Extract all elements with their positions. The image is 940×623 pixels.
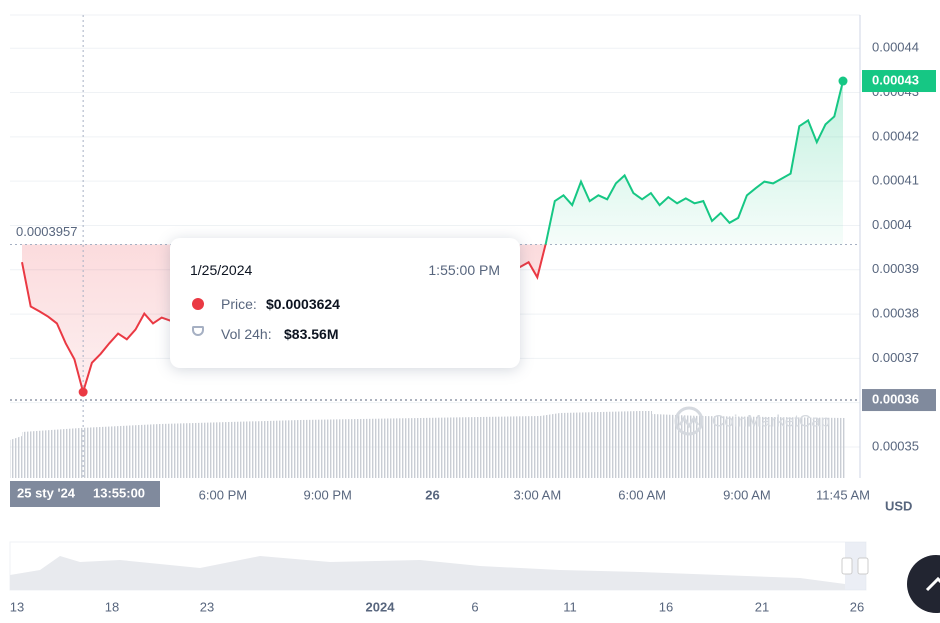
price-value: $0.0003624 [266,296,340,312]
volume-icon [192,326,204,336]
x-tick-label: 26 [425,487,439,502]
y-tick-label: 0.00038 [872,306,919,321]
y-tick-label: 0.00044 [872,40,919,55]
watermark-logo [674,406,704,436]
price-label: Price: [221,296,257,312]
price-dot [192,298,204,310]
crosshair-price-box [862,389,936,412]
navigator-label: 6 [471,599,478,614]
y-tick-label: 0.00039 [872,261,919,276]
last-point [838,76,848,86]
y-tick-label: 0.00037 [872,350,919,365]
x-tick-label: 11:45 AM [816,487,870,502]
crosshair-time-box [10,481,160,507]
currency-label: USD [885,498,912,513]
navigator-area [10,556,845,590]
navigator-handle[interactable] [841,557,853,575]
navigator-label: 18 [105,599,119,614]
last-price-label: 0.00043 [872,72,919,87]
arrow-icon [925,576,940,592]
x-tick-label: 3:00 AM [513,487,561,502]
volume-bars [10,411,845,478]
scroll-top-button[interactable] [907,555,940,613]
price-area [22,81,843,392]
navigator-label: 11 [563,599,577,614]
navigator-label: 13 [10,599,24,614]
navigator-label: 21 [755,599,769,614]
y-tick-label: 0.00041 [872,173,919,188]
last-price-box [862,70,936,93]
y-tick-label: 0.00042 [872,128,919,143]
navigator-label: 2024 [366,599,396,614]
hover-dot [78,387,88,397]
y-tick-label: 0.0004 [872,217,912,232]
tooltip-time: 1:55:00 PM [428,262,500,278]
crosshair-price-label: 0.00036 [872,391,919,406]
crosshair-date: 25 sty '24 [17,485,76,500]
tooltip: 1/25/2024 1:55:00 PM Price: $0.0003624 V… [170,238,520,368]
crosshair-clock: 13:55:00 [93,485,145,500]
volume-value: $83.56M [284,326,339,342]
tooltip-date: 1/25/2024 [190,262,253,278]
navigator-window[interactable] [845,542,866,590]
y-tick-label: 0.00035 [872,438,919,453]
watermark: CoinMarketCap [712,411,830,430]
x-tick-label: 6:00 PM [199,487,247,502]
x-tick-label: 9:00 PM [303,487,351,502]
navigator-label: 23 [200,599,214,614]
navigator-label: 26 [850,599,864,614]
navigator-label: 16 [659,599,673,614]
navigator-handle[interactable] [857,557,869,575]
x-tick-label: 9:00 AM [723,487,771,502]
x-tick-label: 6:00 AM [618,487,666,502]
volume-label: Vol 24h: [221,326,272,342]
baseline-label: 0.0003957 [16,224,77,239]
